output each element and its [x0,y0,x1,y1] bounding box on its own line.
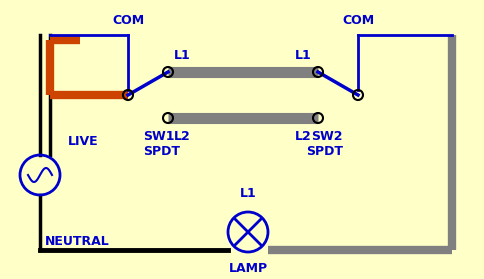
Text: SPDT: SPDT [306,145,343,158]
Text: L1: L1 [295,49,312,62]
Text: SW1: SW1 [143,130,175,143]
Text: COM: COM [342,14,374,27]
Text: L1: L1 [174,49,191,62]
Text: NEUTRAL: NEUTRAL [45,235,110,248]
Text: LIVE: LIVE [68,135,99,148]
Text: COM: COM [112,14,144,27]
Text: SPDT: SPDT [143,145,180,158]
Text: L2: L2 [174,130,191,143]
Text: L2: L2 [295,130,312,143]
Text: SW2: SW2 [312,130,343,143]
Text: L1: L1 [240,187,257,200]
Text: LAMP: LAMP [228,262,268,275]
